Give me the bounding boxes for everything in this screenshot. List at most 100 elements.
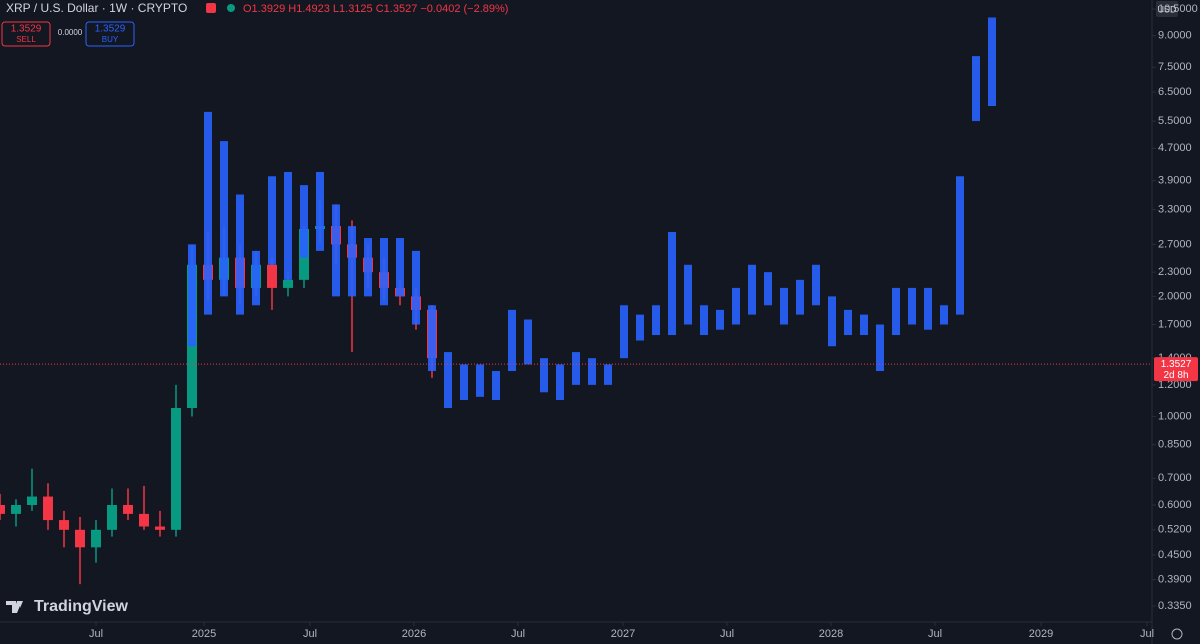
projection-bar	[636, 314, 644, 341]
candle-body	[0, 505, 5, 514]
projection-bar	[588, 358, 596, 385]
candle-body	[75, 529, 85, 548]
y-tick-label: 1.7000	[1158, 318, 1192, 330]
projection-bar	[844, 309, 852, 336]
projection-bar	[460, 364, 468, 400]
projection-bar	[524, 319, 532, 365]
projection-bar	[732, 287, 740, 325]
y-tick-label: 2.3000	[1158, 266, 1192, 278]
projection-bar	[396, 238, 404, 297]
projection-bar	[860, 314, 868, 336]
y-tick-label: 10.5000	[1158, 3, 1198, 15]
projection-bar	[620, 305, 628, 359]
candle-body	[123, 505, 133, 514]
projection-bar	[188, 244, 196, 347]
projection-bar	[700, 305, 708, 336]
projection-bar	[252, 250, 260, 306]
y-tick-label: 6.5000	[1158, 86, 1192, 98]
market-status	[227, 4, 235, 12]
ohlc-legend: O1.3929 H1.4923 L1.3125 C1.3527 −0.0402 …	[243, 3, 508, 15]
y-tick-label: 0.3900	[1158, 574, 1192, 586]
currency: USD	[1157, 4, 1177, 14]
candle-body	[139, 513, 149, 527]
projection-bar	[668, 231, 676, 336]
candle-body	[59, 520, 69, 530]
flag-icon[interactable]	[206, 3, 216, 13]
projection-bar	[828, 296, 836, 347]
y-tick-label: 0.6000	[1158, 499, 1192, 511]
y-tick-label: 1.2000	[1158, 379, 1192, 391]
y-tick-label: 0.8500	[1158, 439, 1192, 451]
candle-body	[43, 496, 53, 521]
projection-bar	[908, 287, 916, 325]
projection-bar	[652, 305, 660, 336]
projection-bar	[236, 194, 244, 315]
buy-label: BUY	[102, 35, 119, 44]
projection-bar	[204, 111, 212, 315]
sell-button[interactable]: 1.3529 SELL	[1, 21, 51, 47]
x-tick-label: Jul	[89, 628, 103, 640]
sell-price: 1.3529	[11, 24, 42, 35]
projection-bar	[748, 264, 756, 315]
y-tick-label: 2.0000	[1158, 290, 1192, 302]
projection-bar	[364, 238, 372, 297]
candle-body	[107, 505, 117, 530]
y-tick-label: 0.7000	[1158, 472, 1192, 484]
projection-bar	[556, 364, 564, 400]
projection-bar	[268, 176, 276, 265]
y-tick-label: 2.7000	[1158, 238, 1192, 250]
projection-bar	[332, 204, 340, 297]
currency-button[interactable]: USD	[1156, 1, 1178, 17]
projection-bar	[876, 324, 884, 372]
projection-bar	[380, 238, 388, 306]
projection-bar	[812, 264, 820, 306]
projection-bar	[796, 279, 804, 315]
projection-bar	[508, 309, 516, 372]
projection-bar	[892, 287, 900, 336]
buy-button[interactable]: 1.3529 BUY	[85, 21, 135, 47]
x-tick-label: Jul	[928, 628, 942, 640]
x-tick-label: Jul	[1140, 628, 1154, 640]
projection-bar	[348, 226, 356, 297]
candle-body	[155, 526, 165, 530]
x-tick-label: Jul	[720, 628, 734, 640]
spread: 0.0000	[58, 28, 83, 37]
projection-bar	[780, 287, 788, 325]
symbol-title: XRP / U.S. Dollar · 1W · CRYPTO	[6, 1, 187, 15]
buy-price: 1.3529	[95, 24, 126, 35]
projection-bar	[492, 371, 500, 400]
projection-bar	[220, 141, 228, 297]
y-tick-label: 5.5000	[1158, 115, 1192, 127]
x-tick-label: Jul	[303, 628, 317, 640]
currency-box	[1156, 1, 1178, 17]
candle-body	[283, 279, 293, 288]
projection-bar	[764, 272, 772, 306]
projection-bar	[540, 358, 548, 393]
projection-bar	[316, 171, 324, 251]
x-tick-label: 2025	[192, 628, 216, 640]
projection-bar	[956, 176, 964, 315]
x-tick-label: 2026	[402, 628, 426, 640]
y-tick-label: 0.5200	[1158, 524, 1192, 536]
projection-bar	[476, 364, 484, 397]
candle-body	[11, 505, 21, 514]
projection-bar	[716, 309, 724, 330]
projection-bar	[684, 264, 692, 325]
y-tick-label: 4.7000	[1158, 142, 1192, 154]
y-tick-label: 7.5000	[1158, 61, 1192, 73]
y-tick-label: 3.9000	[1158, 175, 1192, 187]
brand-logo	[6, 601, 23, 613]
candle-body	[27, 496, 37, 506]
projection-bar	[940, 305, 948, 325]
y-tick-label: 3.3000	[1158, 203, 1192, 215]
settings-icon[interactable]	[1171, 628, 1183, 640]
countdown: 2d 8h	[1163, 370, 1188, 381]
y-tick-label: 0.3350	[1158, 600, 1192, 612]
x-tick-label: Jul	[511, 628, 525, 640]
projection-bar	[284, 171, 292, 280]
x-tick-label: 2029	[1029, 628, 1053, 640]
projection-bar	[412, 250, 420, 325]
candle-body	[267, 264, 277, 288]
